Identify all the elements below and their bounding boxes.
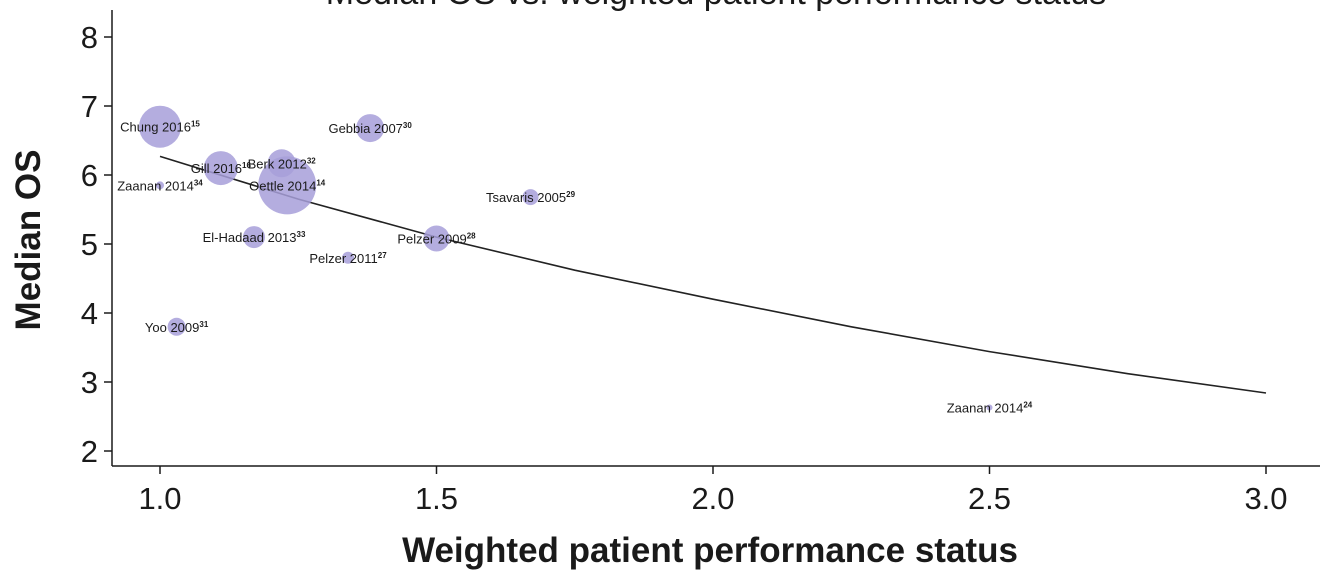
point-label-name: Tsavaris 2005: [486, 190, 566, 205]
y-tick-label: 7: [81, 89, 98, 124]
point-label-name: Yoo 2009: [145, 320, 199, 335]
point-label-name: Pelzer 2009: [397, 231, 466, 246]
bubble-point: [167, 317, 186, 336]
y-tick-label: 3: [81, 365, 98, 400]
point-label: Pelzer 201127: [309, 251, 387, 266]
bubble-point: [342, 251, 355, 264]
bubble-point: [139, 105, 181, 148]
point-label-ref: 30: [403, 121, 412, 130]
point-label-ref: 27: [378, 251, 387, 260]
bubble-point: [203, 151, 238, 186]
point-label-name: Oettle 2014: [249, 178, 316, 193]
fit-line: [159, 155, 1267, 394]
point-labels: Chung 201615 Gebbia 200730 Gill 201616Berk…: [117, 120, 1033, 416]
y-tick-label: 8: [81, 20, 98, 55]
x-tick-label: 2.0: [691, 481, 734, 516]
point-label-ref: 16: [242, 161, 251, 170]
point-label-ref: 24: [1023, 401, 1032, 410]
point-label-ref: 31: [199, 320, 208, 329]
fit-line-group: [159, 155, 1267, 394]
point-label: Yoo 200931: [145, 320, 209, 335]
chart-title: Median OS vs. weighted patient performan…: [326, 0, 1107, 12]
point-label: Zaanan 201434: [117, 178, 203, 193]
x-tick-label: 3.0: [1244, 481, 1287, 516]
point-label-ref: 34: [194, 178, 203, 187]
point-label: Zaanan 201424: [947, 401, 1033, 416]
x-ticks: 1.0 1.5 2.0 2.5 3.0: [138, 466, 1288, 516]
point-label-name: Chung 2016: [120, 120, 191, 135]
bubbles: [139, 105, 993, 411]
x-tick-label: 1.0: [138, 481, 181, 516]
point-label: Gill 201616: [191, 161, 252, 176]
point-label-ref: 28: [467, 231, 476, 240]
point-label-name: Pelzer 2011: [309, 251, 377, 266]
point-label-name: Gebbia 2007: [328, 121, 402, 136]
point-label-name: Berk 2012: [248, 156, 307, 171]
y-tick-label: 4: [81, 296, 98, 331]
point-label-name: Gill 2016: [191, 161, 242, 176]
bubble-point: [522, 189, 539, 206]
bubble-point: [243, 226, 266, 249]
y-ticks: 2 3 4 5 6 7 8: [81, 20, 112, 469]
point-label: El-Hadaad 201333: [203, 230, 306, 245]
y-tick-label: 6: [81, 158, 98, 193]
point-label-ref: 32: [307, 156, 316, 165]
point-label-ref: 33: [297, 230, 306, 239]
point-label-ref: 29: [566, 190, 575, 199]
point-label-ref: 15: [191, 120, 200, 129]
y-axis-title: Median OS: [9, 150, 48, 331]
x-tick-label: 1.5: [415, 481, 458, 516]
point-label-ref: 14: [316, 178, 325, 187]
axes: [111, 10, 1320, 467]
point-label: Tsavaris 200529: [486, 190, 576, 205]
x-tick-label: 2.5: [968, 481, 1011, 516]
point-label-name: Zaanan 2014: [117, 178, 194, 193]
point-label: Berk 201232: [248, 156, 317, 171]
bubble-point: [986, 404, 993, 411]
y-tick-label: 5: [81, 227, 98, 262]
point-label: Chung 201615: [120, 120, 200, 135]
point-label-name: El-Hadaad 2013: [203, 230, 297, 245]
x-axis-title: Weighted patient performance status: [402, 531, 1018, 570]
bubble-point: [258, 156, 317, 215]
bubble-point: [356, 114, 385, 143]
bubble-point: [156, 181, 164, 190]
point-label: Pelzer 200928: [397, 231, 476, 246]
point-label: Gebbia 200730: [328, 121, 412, 136]
point-label-name: Zaanan 2014: [947, 401, 1024, 416]
bubble-point: [423, 225, 450, 252]
y-tick-label: 2: [81, 434, 98, 469]
point-label: Oettle 201414: [249, 178, 326, 193]
